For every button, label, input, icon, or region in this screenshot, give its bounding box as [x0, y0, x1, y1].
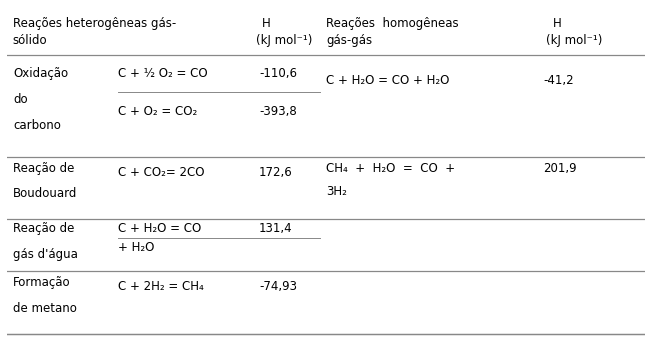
Text: Oxidação: Oxidação: [13, 67, 68, 80]
Text: sólido: sólido: [13, 33, 48, 47]
Text: C + H₂O = CO + H₂O: C + H₂O = CO + H₂O: [326, 74, 449, 87]
Text: + H₂O: + H₂O: [119, 241, 155, 254]
Text: -41,2: -41,2: [543, 74, 574, 87]
Text: C + O₂ = CO₂: C + O₂ = CO₂: [119, 105, 198, 118]
Text: do: do: [13, 93, 27, 106]
Text: H: H: [262, 17, 271, 30]
Text: C + CO₂= 2CO: C + CO₂= 2CO: [119, 166, 205, 179]
Text: C + ½ O₂ = CO: C + ½ O₂ = CO: [119, 67, 208, 80]
Text: 201,9: 201,9: [543, 162, 577, 175]
Text: (kJ mol⁻¹): (kJ mol⁻¹): [256, 33, 312, 47]
Text: Formação: Formação: [13, 276, 70, 289]
Text: Reações heterogêneas gás-: Reações heterogêneas gás-: [13, 17, 176, 30]
Text: Reação de: Reação de: [13, 162, 74, 175]
Text: carbono: carbono: [13, 119, 61, 131]
Text: Reações  homogêneas: Reações homogêneas: [326, 17, 458, 30]
Text: gás-gás: gás-gás: [326, 33, 372, 47]
Text: -74,93: -74,93: [259, 280, 297, 293]
Text: -393,8: -393,8: [259, 105, 297, 118]
Text: C + H₂O = CO: C + H₂O = CO: [119, 222, 201, 235]
Text: Reação de: Reação de: [13, 222, 74, 235]
Text: 131,4: 131,4: [259, 222, 293, 235]
Text: (kJ mol⁻¹): (kJ mol⁻¹): [546, 33, 603, 47]
Text: -110,6: -110,6: [259, 67, 297, 80]
Text: de metano: de metano: [13, 302, 77, 314]
Text: 172,6: 172,6: [259, 166, 293, 179]
Text: CH₄  +  H₂O  =  CO  +: CH₄ + H₂O = CO +: [326, 162, 455, 175]
Text: 3H₂: 3H₂: [326, 185, 347, 198]
Text: gás d'água: gás d'água: [13, 248, 78, 261]
Text: H: H: [553, 17, 561, 30]
Text: Boudouard: Boudouard: [13, 187, 78, 201]
Text: C + 2H₂ = CH₄: C + 2H₂ = CH₄: [119, 280, 204, 293]
